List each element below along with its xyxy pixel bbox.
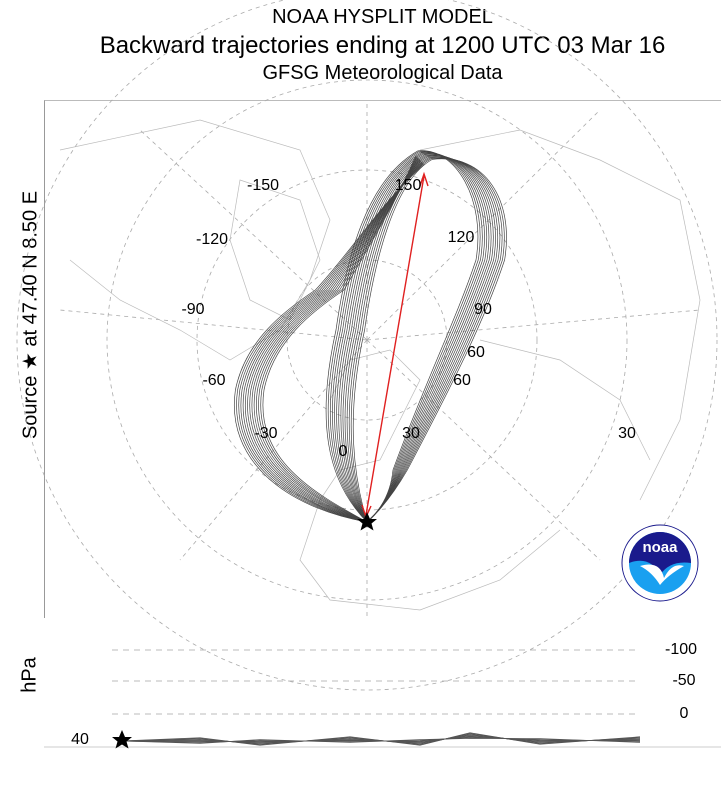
graticule [16, 0, 718, 691]
trajectory-line [327, 151, 481, 523]
longitude-label: 150 [394, 177, 422, 194]
trajectory-line [338, 154, 492, 523]
model-title: NOAA HYSPLIT MODEL [272, 6, 493, 28]
trajectory-line [329, 151, 483, 523]
trajectory-line [253, 158, 419, 523]
trajectory-line [348, 157, 503, 523]
longitude-label: 30 [618, 425, 636, 442]
trajectory-line [350, 157, 505, 523]
longitude-label: 60 [453, 372, 471, 389]
trajectory-line [238, 162, 424, 523]
longitude-label: -120 [195, 231, 229, 248]
map-frame [44, 100, 721, 618]
longitude-label: 30 [402, 425, 420, 442]
longitude-label: -90 [181, 301, 205, 318]
longitude-label: -150 [246, 177, 280, 194]
source-star-icon [357, 512, 377, 531]
trajectory-line [332, 152, 485, 523]
plot-title: Backward trajectories ending at 1200 UTC… [99, 32, 666, 59]
vertical-profile [44, 649, 721, 749]
trajectory-line [258, 156, 418, 523]
trajectory-line [342, 155, 496, 523]
tick-label: -100 [664, 641, 698, 658]
trajectory-lines [233, 150, 507, 523]
trajectory-line [240, 162, 423, 523]
tick-label: -50 [672, 672, 696, 689]
trajectory-line [340, 154, 494, 523]
data-source-title: GFSG Meteorological Data [262, 62, 503, 84]
trajectory-line [346, 156, 501, 523]
coastlines [59, 119, 701, 611]
longitude-label: 60 [467, 344, 485, 361]
trajectory-line [325, 150, 479, 523]
trajectory-line [236, 163, 424, 523]
trajectory-line [233, 164, 425, 523]
trajectory-line [334, 153, 488, 523]
trajectory-line [344, 156, 499, 523]
vertical-trajectory-lines [121, 732, 641, 746]
trajectory-line [249, 159, 421, 523]
longitude-label: 0 [338, 443, 348, 460]
trajectory-line [352, 158, 507, 523]
trajectory-line [247, 160, 421, 523]
tick-label: 0 [679, 705, 689, 722]
vertical-axis-label: hPa [18, 657, 41, 693]
vertical-source-star-icon [112, 730, 132, 749]
longitude-label: -30 [254, 425, 278, 442]
trajectory-line [262, 155, 417, 523]
trajectory-line [244, 160, 422, 523]
trajectory-line [242, 161, 422, 523]
trajectory-line [336, 153, 490, 523]
longitude-label: -60 [202, 372, 226, 389]
vertical-trajectory-line [121, 737, 641, 744]
noaa-logo: noaa [621, 524, 699, 602]
longitude-label: 120 [447, 229, 475, 246]
longitude-label: 90 [474, 301, 492, 318]
start-level-label: 40 [71, 731, 89, 748]
noaa-logo-text: noaa [642, 539, 678, 556]
